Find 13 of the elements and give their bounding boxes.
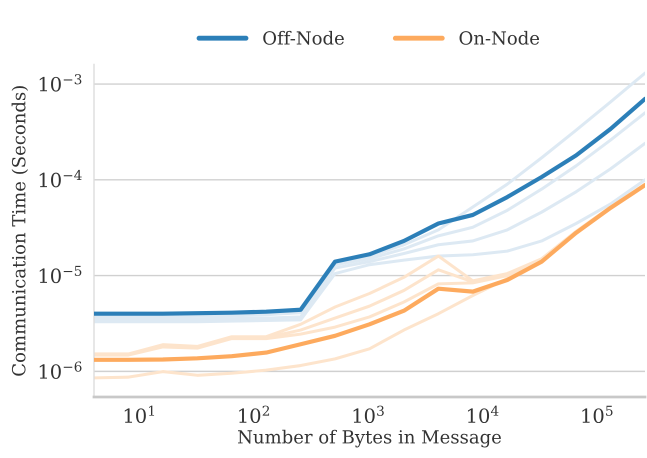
legend-label: On-Node — [460, 30, 540, 45]
x-tick-label: 10$^{2}$ — [239, 406, 270, 424]
x-tick-label: 10$^{3}$ — [354, 406, 384, 424]
x-axis-title: Number of Bytes in Message — [238, 430, 501, 448]
y-tick-label: 10$^{−4}$ — [40, 170, 82, 188]
y-tick-label: 10$^{−3}$ — [40, 74, 82, 92]
y-axis-title: Communication Time (Seconds) — [12, 86, 28, 376]
x-tick-label: 10$^{1}$ — [124, 406, 154, 424]
x-tick-label: 10$^{4}$ — [468, 406, 499, 424]
y-tick-label: 10$^{−6}$ — [40, 361, 82, 379]
y-tick-label: 10$^{−5}$ — [40, 266, 82, 284]
legend-label: Off-Node — [263, 30, 344, 45]
x-tick-label: 10$^{5}$ — [582, 406, 613, 424]
